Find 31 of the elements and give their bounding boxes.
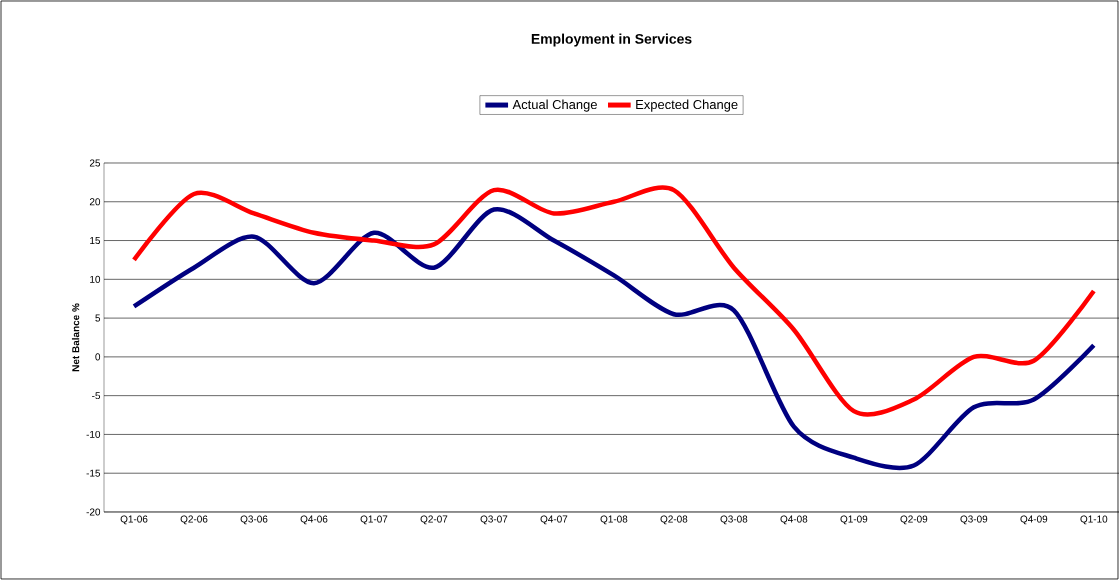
chart-title: Employment in Services <box>531 33 692 47</box>
y-tick-label: 5 <box>95 314 101 322</box>
x-tick-label: Q1-10 <box>1080 515 1108 525</box>
x-tick-label: Q4-07 <box>540 515 568 525</box>
x-tick-label: Q1-08 <box>600 515 628 525</box>
x-tick-label: Q4-09 <box>1020 515 1048 525</box>
y-tick-label: 15 <box>90 237 101 245</box>
x-tick-label: Q3-06 <box>240 515 268 525</box>
x-tick-label: Q4-06 <box>300 515 328 525</box>
x-tick-label: Q4-08 <box>780 515 808 525</box>
y-tick-label: 25 <box>89 159 101 167</box>
y-tick-label: 10 <box>90 275 101 283</box>
y-tick-label: 20 <box>89 198 101 206</box>
x-tick-label: Q1-06 <box>120 515 148 525</box>
x-tick-label: Q3-07 <box>480 515 508 525</box>
y-tick-label: -15 <box>86 469 101 477</box>
y-tick-label: -5 <box>92 392 101 400</box>
y-tick-label: -10 <box>86 430 101 438</box>
x-tick-label: Q3-08 <box>720 515 748 525</box>
y-tick-label: 0 <box>95 353 101 361</box>
y-axis-title: Net Balance % <box>71 303 80 372</box>
x-tick-label: Q2-09 <box>900 515 928 525</box>
x-tick-label: Q2-07 <box>420 515 448 525</box>
legend-label: Expected Change <box>636 99 738 112</box>
x-tick-label: Q1-09 <box>840 515 868 525</box>
x-tick-label: Q1-07 <box>360 515 388 525</box>
y-tick-label: -20 <box>86 508 101 516</box>
x-tick-label: Q2-06 <box>180 515 208 525</box>
x-tick-label: Q2-08 <box>660 515 688 525</box>
x-tick-label: Q3-09 <box>960 515 988 525</box>
legend-label: Actual Change <box>512 99 597 112</box>
